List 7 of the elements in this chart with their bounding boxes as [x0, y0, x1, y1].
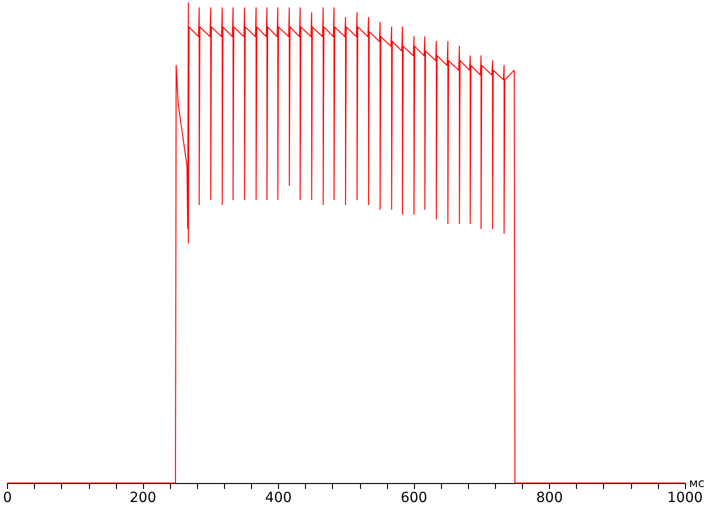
x-tick-label: 400	[265, 490, 292, 506]
x-tick-label: 1000	[667, 490, 703, 506]
x-tick-label: 800	[536, 490, 563, 506]
x-tick-label: 0	[2, 490, 12, 506]
x-tick-label: 600	[400, 490, 428, 506]
x-axis-title: мс	[689, 476, 705, 490]
x-tick-label: 200	[130, 490, 156, 506]
